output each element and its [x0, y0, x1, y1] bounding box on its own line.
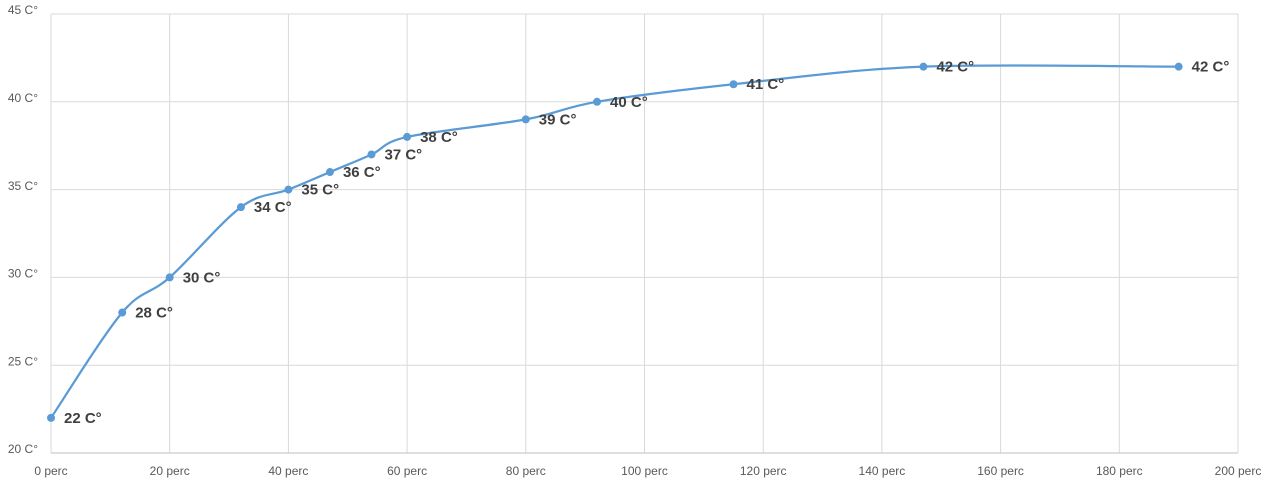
x-tick-label: 140 perc — [859, 464, 906, 478]
data-label: 34 C° — [254, 199, 292, 216]
data-label: 30 C° — [183, 269, 221, 286]
y-tick-label: 45 C° — [8, 3, 38, 17]
marker — [118, 308, 127, 317]
x-tick-label: 120 perc — [740, 464, 787, 478]
x-tick-label: 40 perc — [268, 464, 308, 478]
marker — [919, 62, 928, 71]
x-tick-label: 180 perc — [1096, 464, 1143, 478]
data-label: 42 C° — [936, 59, 974, 76]
marker — [593, 97, 602, 106]
x-tick-label: 200 perc — [1215, 464, 1262, 478]
data-label: 35 C° — [301, 182, 339, 199]
marker — [367, 150, 376, 159]
x-tick-label: 20 perc — [150, 464, 190, 478]
marker — [1174, 62, 1183, 71]
y-tick-label: 25 C° — [8, 354, 38, 368]
y-tick-label: 40 C° — [8, 91, 38, 105]
data-label: 38 C° — [420, 129, 458, 146]
data-label: 28 C° — [135, 304, 173, 321]
data-label: 22 C° — [64, 410, 102, 427]
y-tick-label: 30 C° — [8, 267, 38, 281]
marker — [403, 132, 412, 141]
y-tick-label: 35 C° — [8, 179, 38, 193]
data-label: 41 C° — [747, 76, 785, 93]
marker — [521, 115, 530, 124]
x-tick-label: 100 perc — [621, 464, 668, 478]
marker — [165, 273, 174, 282]
x-tick-label: 0 perc — [34, 464, 67, 478]
data-label: 36 C° — [343, 164, 381, 181]
marker — [47, 413, 55, 422]
x-tick-label: 80 perc — [506, 464, 546, 478]
x-tick-label: 160 perc — [977, 464, 1024, 478]
data-label: 37 C° — [384, 146, 422, 163]
y-tick-label: 20 C° — [8, 442, 38, 456]
data-label: 40 C° — [610, 94, 648, 111]
marker — [325, 168, 334, 177]
marker — [284, 185, 293, 194]
x-tick-label: 60 perc — [387, 464, 427, 478]
data-label: 39 C° — [539, 111, 577, 128]
marker — [729, 80, 738, 89]
data-label: 42 C° — [1192, 59, 1230, 76]
marker — [236, 203, 245, 212]
